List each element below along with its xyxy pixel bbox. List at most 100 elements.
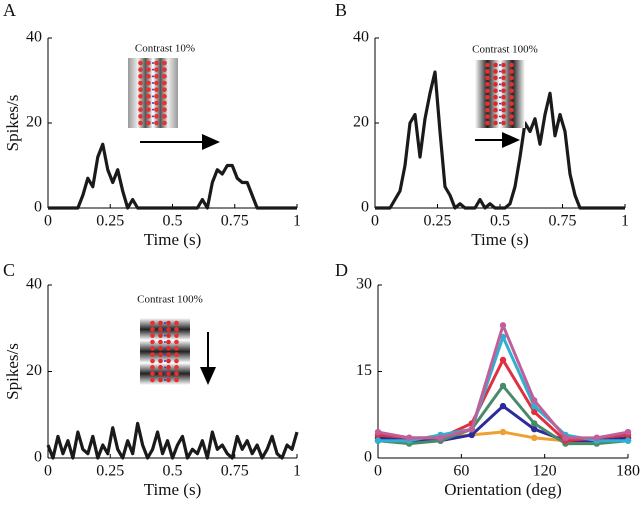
x-tick-label: 120 (533, 463, 557, 480)
stimulus-dot (485, 88, 490, 94)
stimulus-dot (501, 82, 506, 87)
stimulus-dot (501, 101, 506, 106)
stimulus-dot (485, 69, 490, 74)
stimulus-dot (138, 87, 143, 92)
stimulus-dot (152, 62, 154, 64)
series-line (377, 404, 629, 443)
stimulus-dot (499, 122, 501, 124)
inset-label: Contrast 100% (472, 44, 538, 56)
x-tick-label: 0.5 (163, 463, 183, 480)
stimulus-dot (485, 114, 490, 119)
stimulus-dot (509, 82, 514, 87)
stimulus-dot (150, 365, 155, 370)
stimulus-dot (164, 360, 166, 362)
stimulus-dot (152, 122, 154, 124)
point (531, 397, 538, 404)
inset-label: Contrast 10% (135, 43, 195, 55)
stimulus-dot (150, 377, 155, 383)
y-tick-label: 40 (26, 29, 42, 46)
stimulus-dot (158, 377, 163, 383)
stimulus-dot (485, 101, 490, 106)
stimulus-dot (509, 69, 514, 74)
x-tick-label: 0 (374, 463, 382, 480)
stimulus-dot (150, 333, 155, 338)
stimulus-dot (499, 89, 501, 92)
series-line (377, 323, 629, 440)
stimulus-dot (509, 75, 514, 81)
inset-label: Contrast 100% (137, 294, 203, 306)
y-tick-label: 20 (26, 362, 42, 379)
stimulus-dot (146, 67, 151, 72)
stimulus-dot (509, 101, 514, 106)
stimulus-dot (485, 82, 490, 87)
stimulus-dot (162, 87, 167, 92)
point (531, 408, 538, 416)
stimulus-dot (154, 107, 159, 112)
stimulus-dot (152, 82, 154, 84)
stimulus-dot (509, 62, 514, 68)
stimulus-dot (138, 74, 143, 79)
stimulus-dot (150, 346, 155, 351)
point (468, 431, 475, 439)
stimulus-dot (152, 68, 154, 71)
stimulus-dot (485, 75, 490, 81)
x-tick-label: 0.75 (221, 213, 249, 230)
stimulus-dot (146, 74, 151, 79)
stimulus-dot (162, 67, 167, 72)
stimulus-dot (146, 107, 151, 112)
point (531, 425, 538, 433)
stimulus-dot (138, 107, 143, 112)
stimulus-dot (152, 115, 154, 118)
point (499, 428, 507, 436)
stimulus-dot (158, 371, 163, 376)
stimulus-dot (166, 320, 171, 326)
y-tick-label: 30 (356, 276, 372, 293)
stimulus-dot (485, 107, 490, 113)
panel-label: A (3, 0, 16, 20)
stimulus-dot (154, 114, 159, 119)
x-tick-label: 0 (371, 213, 379, 230)
x-tick-label: 0.75 (549, 213, 577, 230)
y-tick-label: 40 (26, 276, 42, 293)
stimulus-dot (499, 115, 501, 118)
stimulus-dot (158, 346, 163, 351)
stimulus-dot (499, 70, 501, 73)
stimulus-image (140, 318, 190, 385)
stimulus-dot (150, 358, 155, 364)
stimulus-dot (146, 120, 151, 126)
stimulus-dot (499, 76, 501, 79)
point (499, 356, 507, 364)
stimulus-dot (158, 358, 163, 364)
stimulus-dot (493, 101, 498, 106)
stimulus-dot (150, 327, 155, 332)
stimulus-dot (158, 320, 163, 326)
stimulus-dot (166, 339, 171, 345)
point (531, 420, 538, 427)
point (499, 402, 507, 410)
point (593, 434, 600, 442)
stimulus-dot (164, 379, 166, 381)
stimulus-dot (493, 94, 498, 100)
stimulus-dot (509, 114, 514, 119)
stimulus-dot (501, 120, 506, 126)
stimulus-dot (138, 80, 143, 86)
stimulus-dot (174, 346, 179, 351)
stimulus-dot (493, 69, 498, 74)
point (624, 437, 632, 444)
stimulus-dot (146, 87, 151, 92)
point (374, 437, 382, 444)
stimulus-dot (509, 107, 514, 113)
stimulus-dot (174, 339, 179, 345)
point (499, 322, 507, 329)
y-axis-label: Spikes/s (3, 343, 22, 400)
stimulus-dot (138, 120, 143, 126)
stimulus-dot (152, 108, 154, 111)
series-line (48, 142, 297, 210)
stimulus-dot (174, 327, 179, 332)
point (499, 382, 507, 390)
x-axis-label: Orientation (deg) (444, 480, 562, 499)
stimulus-dot (164, 372, 166, 375)
stimulus-dot (138, 114, 143, 119)
x-tick-label: 0.75 (221, 463, 249, 480)
